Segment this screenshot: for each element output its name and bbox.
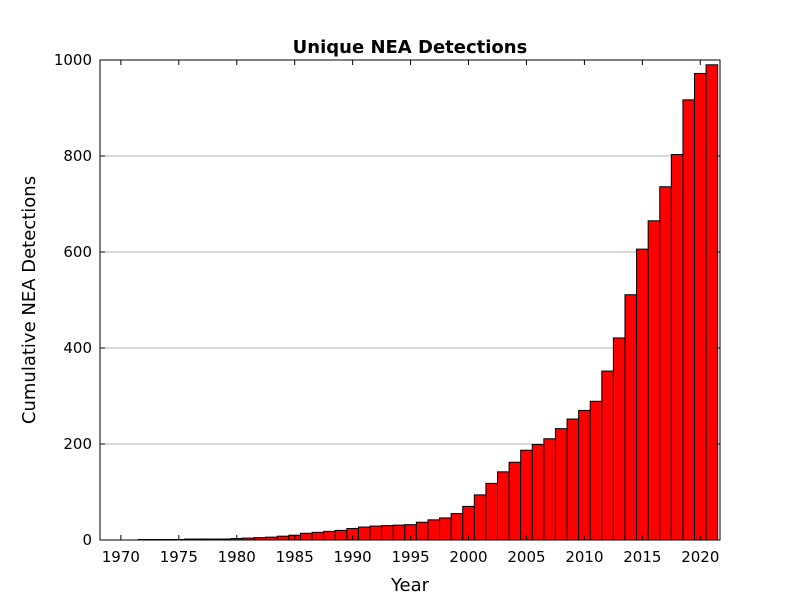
bar <box>554 428 568 541</box>
x-axis-title: Year <box>390 575 430 596</box>
bar <box>485 482 498 541</box>
bar <box>647 220 661 541</box>
bar <box>636 248 649 541</box>
y-tick-label: 200 <box>63 435 92 453</box>
plot-frame <box>99 59 721 541</box>
bar <box>369 525 383 541</box>
bar <box>520 449 533 541</box>
bar <box>450 513 464 541</box>
y-tick-label: 800 <box>63 147 92 165</box>
bar <box>473 494 487 541</box>
bar <box>496 471 510 541</box>
bar <box>624 294 638 541</box>
x-tick-label: 2010 <box>565 548 603 566</box>
bar <box>659 186 672 541</box>
bar <box>334 529 348 541</box>
bar <box>543 438 556 541</box>
x-tick-label: 1975 <box>160 548 198 566</box>
bar <box>601 370 614 541</box>
bar <box>311 531 325 541</box>
ticks <box>100 59 720 541</box>
bar <box>415 521 429 541</box>
y-axis-title: Cumulative NEA Detections <box>19 176 40 424</box>
bar <box>705 64 719 541</box>
x-tick-label: 1980 <box>218 548 256 566</box>
x-tick-label: 1990 <box>334 548 372 566</box>
y-tick-label: 400 <box>63 339 92 357</box>
bar <box>682 99 696 541</box>
bar <box>589 400 603 541</box>
x-tick-label: 1995 <box>391 548 429 566</box>
bar <box>427 519 441 541</box>
x-tick-label: 1985 <box>276 548 314 566</box>
x-tick-label: 2015 <box>623 548 661 566</box>
x-tick-label: 2020 <box>681 548 719 566</box>
bar <box>462 505 475 541</box>
bar <box>276 535 290 541</box>
y-tick-label: 600 <box>63 243 92 261</box>
bar <box>578 409 591 541</box>
bar <box>531 443 545 541</box>
x-tick-label: 1970 <box>102 548 140 566</box>
y-tick-label: 1000 <box>54 51 92 69</box>
bar <box>381 525 394 541</box>
bar <box>357 526 371 541</box>
x-tick-label: 2005 <box>507 548 545 566</box>
y-tick-label: 0 <box>82 531 92 549</box>
bar <box>392 524 406 541</box>
x-tick-label: 2000 <box>449 548 487 566</box>
bar <box>670 154 684 541</box>
y-tick-labels: 0 200 400 600 800 1000 <box>54 51 92 549</box>
bar <box>439 517 452 541</box>
bar <box>323 530 336 541</box>
x-tick-labels: 1970 1975 1980 1985 1990 1995 2000 2005 2010 2015… <box>102 548 720 566</box>
chart-title: Unique NEA Detections <box>293 37 528 58</box>
bar <box>508 461 522 541</box>
bar <box>612 337 626 541</box>
bar <box>694 72 707 541</box>
bar <box>299 532 313 541</box>
bars <box>137 64 719 541</box>
bar <box>566 418 580 541</box>
